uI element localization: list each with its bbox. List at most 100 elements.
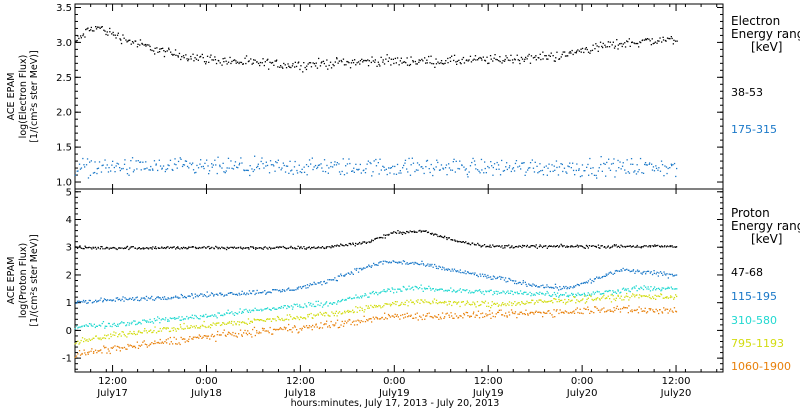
data-point xyxy=(514,59,516,61)
data-point xyxy=(578,169,580,171)
data-point xyxy=(490,246,492,248)
data-point xyxy=(393,231,395,233)
legend-entry: 115-195 xyxy=(731,290,777,303)
data-point xyxy=(672,311,674,313)
data-point xyxy=(473,58,475,60)
data-point xyxy=(245,308,247,310)
data-point xyxy=(374,264,376,266)
data-point xyxy=(536,165,538,167)
data-point xyxy=(652,296,654,298)
data-point xyxy=(480,57,482,59)
data-point xyxy=(508,301,511,303)
data-point xyxy=(421,318,423,321)
data-point xyxy=(156,319,158,321)
data-point xyxy=(515,245,518,248)
data-point xyxy=(263,64,265,67)
data-point xyxy=(516,291,518,293)
data-point xyxy=(204,162,206,164)
data-point xyxy=(482,316,484,318)
data-point xyxy=(451,268,453,270)
x-tick-date: July18 xyxy=(190,388,222,399)
data-point xyxy=(573,296,575,298)
data-point xyxy=(139,44,141,46)
data-point xyxy=(311,305,313,307)
data-point xyxy=(298,164,300,166)
data-point xyxy=(129,297,131,299)
data-point xyxy=(123,333,125,336)
data-point xyxy=(308,313,310,316)
data-point xyxy=(428,301,430,304)
data-point xyxy=(593,278,596,280)
data-point xyxy=(455,291,457,293)
data-point xyxy=(254,334,256,337)
data-point xyxy=(315,324,317,326)
data-point xyxy=(127,333,129,335)
data-point xyxy=(649,162,651,164)
data-point xyxy=(231,311,233,313)
data-point xyxy=(74,246,76,248)
data-point xyxy=(329,326,331,329)
series-310-580 xyxy=(74,284,678,330)
data-point xyxy=(408,64,411,67)
data-point xyxy=(572,287,574,289)
data-point xyxy=(458,301,460,303)
data-point xyxy=(341,61,343,63)
data-point xyxy=(649,272,651,274)
data-point xyxy=(106,325,108,327)
data-point xyxy=(540,312,542,314)
data-point xyxy=(504,245,506,247)
data-point xyxy=(173,336,175,339)
data-point xyxy=(518,59,521,62)
data-point xyxy=(288,323,290,326)
data-point xyxy=(600,293,602,295)
data-point xyxy=(306,306,308,308)
data-point xyxy=(415,63,417,65)
data-point xyxy=(635,270,637,273)
data-point xyxy=(151,49,153,52)
data-point xyxy=(437,314,440,316)
data-point xyxy=(211,314,213,316)
data-point xyxy=(577,311,579,314)
data-point xyxy=(619,43,621,45)
data-point xyxy=(448,289,450,292)
data-point xyxy=(158,159,160,161)
data-point xyxy=(565,246,567,248)
data-point xyxy=(523,60,525,62)
data-point xyxy=(614,245,616,247)
data-point xyxy=(590,282,592,284)
y-axis-title-line: [1/(cm²s ster MeV)] xyxy=(29,234,40,326)
data-point xyxy=(613,158,615,160)
data-point xyxy=(141,43,144,45)
data-point xyxy=(341,170,343,173)
data-point xyxy=(79,326,81,328)
data-point xyxy=(477,59,479,61)
data-point xyxy=(121,331,123,333)
data-point xyxy=(101,322,103,325)
data-point xyxy=(535,244,537,246)
data-point xyxy=(461,241,463,243)
data-point xyxy=(404,159,407,161)
data-point xyxy=(155,248,157,250)
data-point xyxy=(572,162,574,164)
data-point xyxy=(611,310,613,312)
data-point xyxy=(556,287,558,289)
data-point xyxy=(125,348,127,350)
data-point xyxy=(538,171,540,173)
data-point xyxy=(522,293,524,295)
data-point xyxy=(242,247,244,249)
data-point xyxy=(110,347,112,349)
data-point xyxy=(346,163,349,165)
data-point xyxy=(511,168,514,170)
data-point xyxy=(439,235,442,237)
data-point xyxy=(660,160,663,162)
data-point xyxy=(186,165,189,168)
data-point xyxy=(410,262,412,264)
data-point xyxy=(407,263,409,265)
data-point xyxy=(79,342,81,344)
data-point xyxy=(98,338,100,340)
data-point xyxy=(165,168,167,171)
data-point xyxy=(478,289,480,292)
data-point xyxy=(317,313,319,315)
data-point xyxy=(606,246,609,248)
data-point xyxy=(560,163,562,165)
